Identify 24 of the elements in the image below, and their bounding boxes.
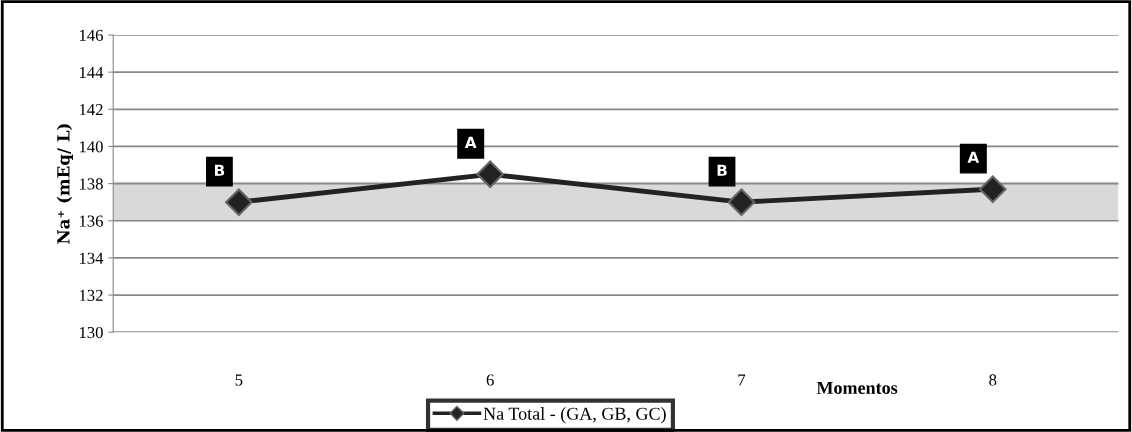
point (225, 188, 253, 216)
x-tick-label: 6 (486, 374, 494, 386)
y-tick-label: 140 (79, 141, 103, 153)
y-axis-title: Na⁺ (mEq/ L) (56, 124, 73, 244)
x-axis-title: Momentos (816, 381, 898, 394)
y-tick-label: 144 (79, 66, 104, 78)
y-tick-label: 134 (79, 252, 104, 264)
point (476, 160, 504, 189)
x-tick-label: 5 (235, 374, 243, 386)
y-tick-label: 136 (79, 215, 103, 227)
y-tick-label: 146 (79, 29, 103, 41)
y-tick-label: 142 (79, 104, 103, 116)
annotation: B (717, 164, 727, 176)
annotation: A (464, 136, 477, 148)
legend-label: Na Total - (GA, GB, GC) (483, 407, 666, 424)
point (727, 188, 756, 216)
y-tick-label: 130 (79, 326, 103, 339)
y-tick-label: 132 (79, 289, 103, 301)
point (978, 175, 1007, 203)
annotation: B (214, 164, 225, 176)
x-tick-label: 8 (989, 374, 997, 386)
y-tick-label: 138 (79, 178, 103, 190)
annotation: A (967, 151, 980, 163)
x-tick-label: 7 (738, 374, 746, 386)
